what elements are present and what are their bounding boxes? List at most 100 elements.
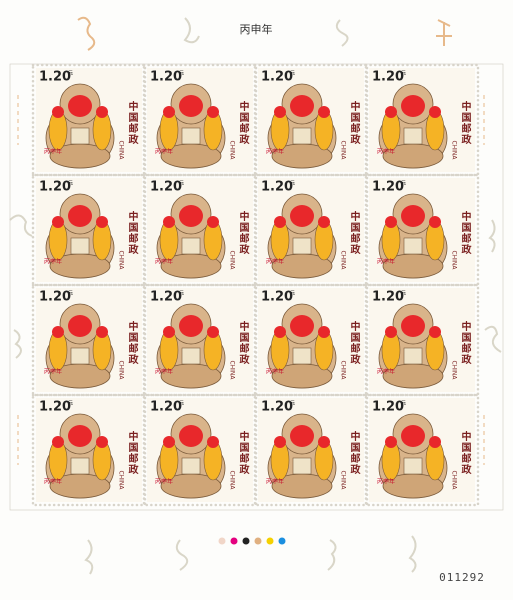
monkey-face [290,95,314,117]
country-cn: 中国邮政 [459,320,471,365]
denomination: 1.20 [39,290,71,305]
color-dot [254,537,262,545]
country-en: CHINA [340,250,347,270]
denomination-unit: 元 [290,401,295,407]
monkey-face [290,315,314,337]
side-inscriptions [17,95,485,465]
monkey-face [401,95,425,117]
denomination-unit: 元 [179,291,184,297]
small-face-right [429,106,441,118]
country-en: CHINA [229,360,236,380]
country-en: CHINA [118,140,125,160]
denomination: 1.20 [372,290,404,305]
perforation [142,173,258,287]
perforation [364,393,480,507]
denomination-unit: 元 [68,291,73,297]
denomination: 1.20 [372,400,404,415]
denomination-unit: 元 [401,401,406,407]
country-cn: 中国邮政 [126,430,138,475]
perforation [253,393,369,507]
seal-glyph [77,16,96,51]
color-dot [218,537,226,545]
country-cn: 中国邮政 [126,210,138,255]
small-face-right [96,326,108,338]
inscription [17,95,485,465]
stamp-name: 丙申年 [377,258,395,266]
monkey-book [292,237,312,255]
color-dot [242,537,250,545]
small-face-left [163,326,175,338]
small-face-left [52,106,64,118]
monkey-book [70,347,90,365]
seal-glyph [9,214,33,237]
stamp-name: 丙申年 [377,368,395,376]
country-en: CHINA [451,360,458,380]
small-face-right [96,106,108,118]
denomination-unit: 元 [290,181,295,187]
monkey-book [181,127,201,145]
monkey-face [179,95,203,117]
country-cn: 中国邮政 [348,430,360,475]
country-en: CHINA [340,470,347,490]
country-cn: 中国邮政 [237,320,249,365]
stamp-name: 丙申年 [44,368,62,376]
denomination: 1.20 [372,180,404,195]
monkey-face [290,205,314,227]
seal-glyph [84,539,94,575]
perforation [31,63,147,177]
monkey-face [179,315,203,337]
country-en: CHINA [118,360,125,380]
small-face-left [385,326,397,338]
small-face-right [96,436,108,448]
country-cn: 中国邮政 [459,100,471,145]
small-face-left [52,216,64,228]
monkey-book [403,237,423,255]
small-face-left [274,326,286,338]
small-face-right [429,436,441,448]
monkey-book [403,457,423,475]
denomination: 1.20 [372,70,404,85]
small-face-left [385,436,397,448]
color-registration [218,537,286,545]
seal-glyph [488,219,496,253]
stamp-name: 丙申年 [155,148,173,156]
denomination-unit: 元 [290,71,295,77]
perforation [31,173,147,287]
monkey-book [292,127,312,145]
stamp-name: 丙申年 [377,148,395,156]
stamp-name: 丙申年 [266,478,284,486]
sheet-frame [9,63,504,511]
perforation [253,63,369,177]
denomination-unit: 元 [68,181,73,187]
country-cn: 中国邮政 [348,210,360,255]
country-cn: 中国邮政 [348,320,360,365]
small-face-left [163,436,175,448]
small-face-left [163,106,175,118]
country-en: CHINA [451,140,458,160]
seal-glyph [436,19,452,46]
denomination-unit: 元 [68,71,73,77]
monkey-book [181,347,201,365]
stamp-name: 丙申年 [44,258,62,266]
perforation [253,283,369,397]
denomination: 1.20 [150,180,182,195]
small-face-right [207,436,219,448]
small-face-right [207,326,219,338]
denomination: 1.20 [39,180,71,195]
perforation [31,393,147,507]
monkey-face [401,205,425,227]
stamp-name: 丙申年 [155,258,173,266]
denomination: 1.20 [39,400,71,415]
denomination: 1.20 [261,400,293,415]
faint-seal-marks [9,17,502,575]
denomination: 1.20 [39,70,71,85]
stamp-name: 丙申年 [44,148,62,156]
country-cn: 中国邮政 [126,100,138,145]
color-dot [278,537,286,545]
stamp-name: 丙申年 [266,368,284,376]
